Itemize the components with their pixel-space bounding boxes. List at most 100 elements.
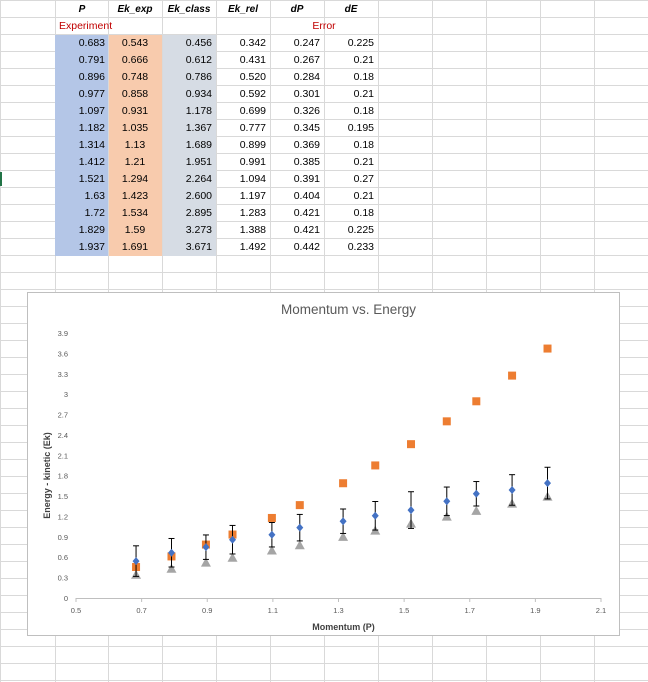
table-cell[interactable]: 0.21	[353, 156, 374, 168]
table-cell[interactable]: 0.934	[185, 88, 212, 100]
table-cell[interactable]: 0.225	[347, 224, 374, 236]
table-cell[interactable]: 0.18	[353, 71, 374, 83]
table-cell[interactable]: 0.683	[78, 37, 105, 49]
table-cell[interactable]: 0.18	[353, 139, 374, 151]
table-cell[interactable]: 0.777	[239, 122, 266, 134]
y-tick-label: 2.7	[58, 411, 68, 420]
table-cell[interactable]: 1.72	[84, 207, 105, 219]
table-cell[interactable]: 0.267	[293, 54, 320, 66]
table-cell[interactable]: 0.18	[353, 105, 374, 117]
table-cell[interactable]: 0.284	[293, 71, 320, 83]
ek-exp-point	[443, 497, 451, 506]
table-cell[interactable]: 0.247	[293, 37, 320, 49]
ek-exp-point	[472, 489, 480, 498]
table-cell[interactable]: 1.423	[121, 190, 149, 202]
table-cell[interactable]: 1.094	[239, 173, 266, 185]
table-cell[interactable]: 1.59	[124, 224, 146, 236]
table-cell[interactable]: 0.369	[293, 139, 320, 151]
header-ek-rel[interactable]: Ek_rel	[227, 4, 259, 15]
table-cell[interactable]: 0.21	[353, 88, 374, 100]
table-cell[interactable]: 1.13	[124, 139, 146, 151]
table-cell[interactable]: 0.858	[121, 88, 149, 100]
ek-rel-point	[441, 511, 452, 521]
header-p[interactable]: P	[78, 4, 86, 15]
ek-class-point	[442, 417, 451, 426]
table-cell[interactable]: 1.412	[78, 156, 105, 168]
table-cell[interactable]: 0.301	[293, 88, 320, 100]
table-cell[interactable]: 0.456	[185, 37, 212, 49]
table-cell[interactable]: 0.791	[78, 54, 105, 66]
table-cell[interactable]: 1.63	[84, 190, 105, 202]
table-cell[interactable]: 1.182	[78, 122, 105, 134]
table-cell[interactable]: 1.829	[78, 224, 105, 236]
momentum-energy-chart[interactable]: Momentum vs. Energy 0 0.3 0.6 0.9 1.2 1.5 1.8 2.…	[27, 292, 620, 636]
table-cell[interactable]: 0.233	[347, 241, 374, 253]
ek-class-point	[339, 479, 348, 488]
table-cell[interactable]: 1.21	[124, 156, 146, 168]
table-cell[interactable]: 0.896	[78, 71, 105, 83]
y-tick-label: 3.9	[58, 329, 68, 338]
ek-rel-point	[227, 552, 238, 562]
error-label[interactable]: Error	[312, 20, 336, 32]
table-cell[interactable]: 0.195	[347, 122, 374, 134]
table-cell[interactable]: 0.391	[293, 173, 320, 185]
table-cell[interactable]: 1.294	[121, 173, 149, 185]
table-cell[interactable]: 0.385	[293, 156, 320, 168]
table-cell[interactable]: 0.442	[293, 241, 320, 253]
table-cell[interactable]: 1.097	[78, 105, 105, 117]
table-cell[interactable]: 0.543	[121, 37, 149, 49]
table-cell[interactable]: 0.345	[293, 122, 320, 134]
table-cell[interactable]: 1.197	[239, 190, 266, 202]
table-cell[interactable]: 2.264	[185, 173, 212, 185]
table-cell[interactable]: 0.520	[239, 71, 266, 83]
table-cell[interactable]: 0.225	[347, 37, 374, 49]
table-cell[interactable]: 0.666	[121, 54, 149, 66]
table-cell[interactable]: 1.521	[78, 173, 105, 185]
table-cell[interactable]: 3.671	[185, 241, 212, 253]
table-cell[interactable]: 0.326	[293, 105, 320, 117]
table-cell[interactable]: 0.421	[293, 224, 320, 236]
table-cell[interactable]: 2.895	[185, 207, 212, 219]
ek-class-point	[295, 501, 304, 510]
table-cell[interactable]: 1.691	[121, 241, 149, 253]
table-cell[interactable]: 0.786	[185, 71, 212, 83]
table-cell[interactable]: 1.035	[121, 122, 149, 134]
table-cell[interactable]: 3.273	[185, 224, 212, 236]
table-cell[interactable]: 0.342	[239, 37, 266, 49]
table-cell[interactable]: 0.592	[239, 88, 266, 100]
ek-exp-point	[544, 479, 552, 488]
header-ek-class[interactable]: Ek_class	[167, 4, 211, 15]
table-cell[interactable]: 1.314	[78, 139, 105, 151]
y-tick-label: 0.9	[58, 533, 68, 542]
table-cell[interactable]: 1.178	[185, 105, 212, 117]
table-cell[interactable]: 0.991	[239, 156, 266, 168]
table-cell[interactable]: 0.27	[353, 173, 374, 185]
table-cell[interactable]: 1.367	[185, 122, 212, 134]
table-cell[interactable]: 1.283	[239, 207, 266, 219]
table-cell[interactable]: 1.937	[78, 241, 105, 253]
table-cell[interactable]: 0.699	[239, 105, 266, 117]
table-cell[interactable]: 0.404	[293, 190, 320, 202]
experiment-label[interactable]: Experiment	[59, 20, 113, 32]
table-cell[interactable]: 0.21	[353, 54, 374, 66]
table-cell[interactable]: 0.977	[78, 88, 105, 100]
x-tick-label: 0.7	[136, 606, 146, 615]
table-cell[interactable]: 0.899	[239, 139, 266, 151]
table-cell[interactable]: 0.421	[293, 207, 320, 219]
table-cell[interactable]: 1.492	[239, 241, 266, 253]
header-de[interactable]: dE	[344, 4, 358, 15]
table-cell[interactable]: 1.951	[185, 156, 212, 168]
table-cell[interactable]: 0.21	[353, 190, 374, 202]
table-cell[interactable]: 2.600	[185, 190, 212, 202]
table-cell[interactable]: 0.431	[239, 54, 266, 66]
x-tick-label: 0.5	[71, 606, 81, 615]
header-ek-exp[interactable]: Ek_exp	[117, 4, 153, 15]
header-dp[interactable]: dP	[290, 4, 304, 15]
table-cell[interactable]: 0.931	[121, 105, 149, 117]
table-cell[interactable]: 0.612	[185, 54, 212, 66]
table-cell[interactable]: 0.748	[121, 71, 149, 83]
table-cell[interactable]: 0.18	[353, 207, 374, 219]
table-cell[interactable]: 1.534	[121, 207, 149, 219]
table-cell[interactable]: 1.689	[185, 139, 212, 151]
table-cell[interactable]: 1.388	[239, 224, 266, 236]
